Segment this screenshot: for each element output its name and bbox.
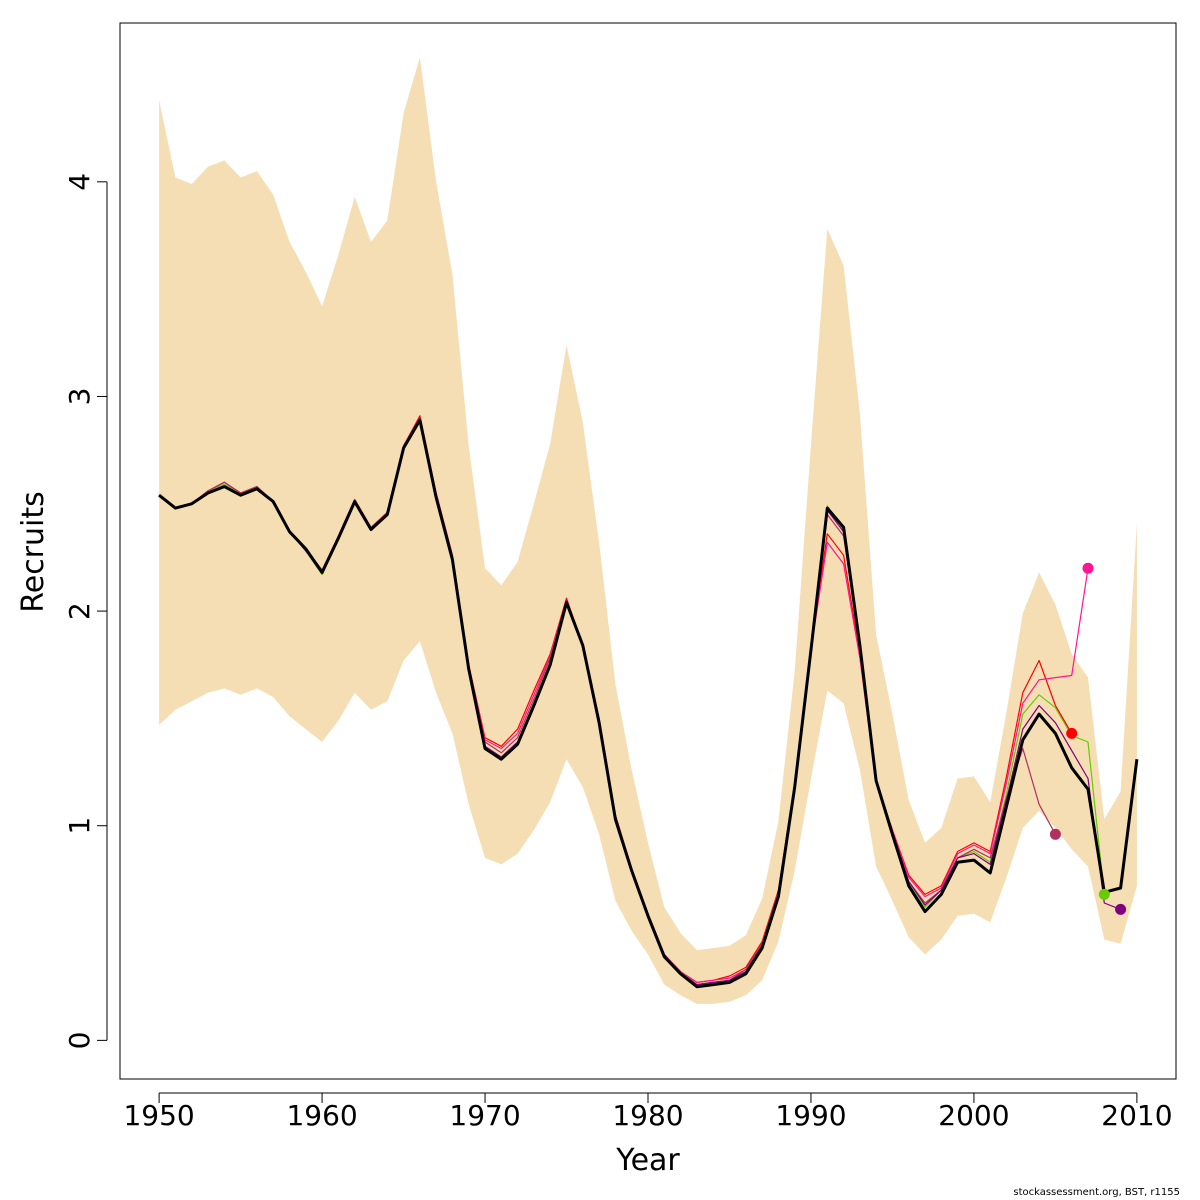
- x-tick-label: 1990: [775, 1099, 846, 1132]
- x-axis: 1950 1960 1970 1980 1990 2000 2010: [123, 1092, 1173, 1132]
- y-axis: 0 1 2 3 4: [63, 173, 108, 1049]
- confidence-band-layer: [159, 57, 1137, 1004]
- series-layer: [158, 415, 1139, 989]
- y-tick-label: 4: [63, 173, 96, 191]
- series-end-marker-3: [1082, 562, 1094, 574]
- y-tick-label: 1: [63, 817, 96, 835]
- x-tick-label: 1970: [449, 1099, 520, 1132]
- footer-credit: stockassessment.org, BST, r1155: [1013, 1187, 1180, 1198]
- x-axis-title: Year: [615, 1143, 680, 1178]
- x-tick-label: 2010: [1101, 1099, 1172, 1132]
- x-tick-label: 1950: [123, 1099, 194, 1132]
- series-end-marker-1: [1098, 888, 1110, 900]
- x-tick-label: 1960: [286, 1099, 357, 1132]
- series-end-marker-4: [1049, 828, 1061, 840]
- series-endpoint-markers: [1049, 562, 1127, 915]
- y-tick-label: 2: [63, 602, 96, 620]
- series-end-marker-2: [1066, 727, 1078, 739]
- plot-frame: [119, 22, 1177, 1080]
- confidence-band: [159, 57, 1137, 1004]
- y-axis-title: Recruits: [16, 491, 51, 613]
- series-end-marker-5: [1115, 903, 1127, 915]
- y-tick-label: 3: [63, 388, 96, 406]
- y-tick-label: 0: [63, 1031, 96, 1049]
- series-line-0: [158, 418, 1139, 989]
- x-tick-label: 2000: [938, 1099, 1009, 1132]
- x-tick-label: 1980: [612, 1099, 683, 1132]
